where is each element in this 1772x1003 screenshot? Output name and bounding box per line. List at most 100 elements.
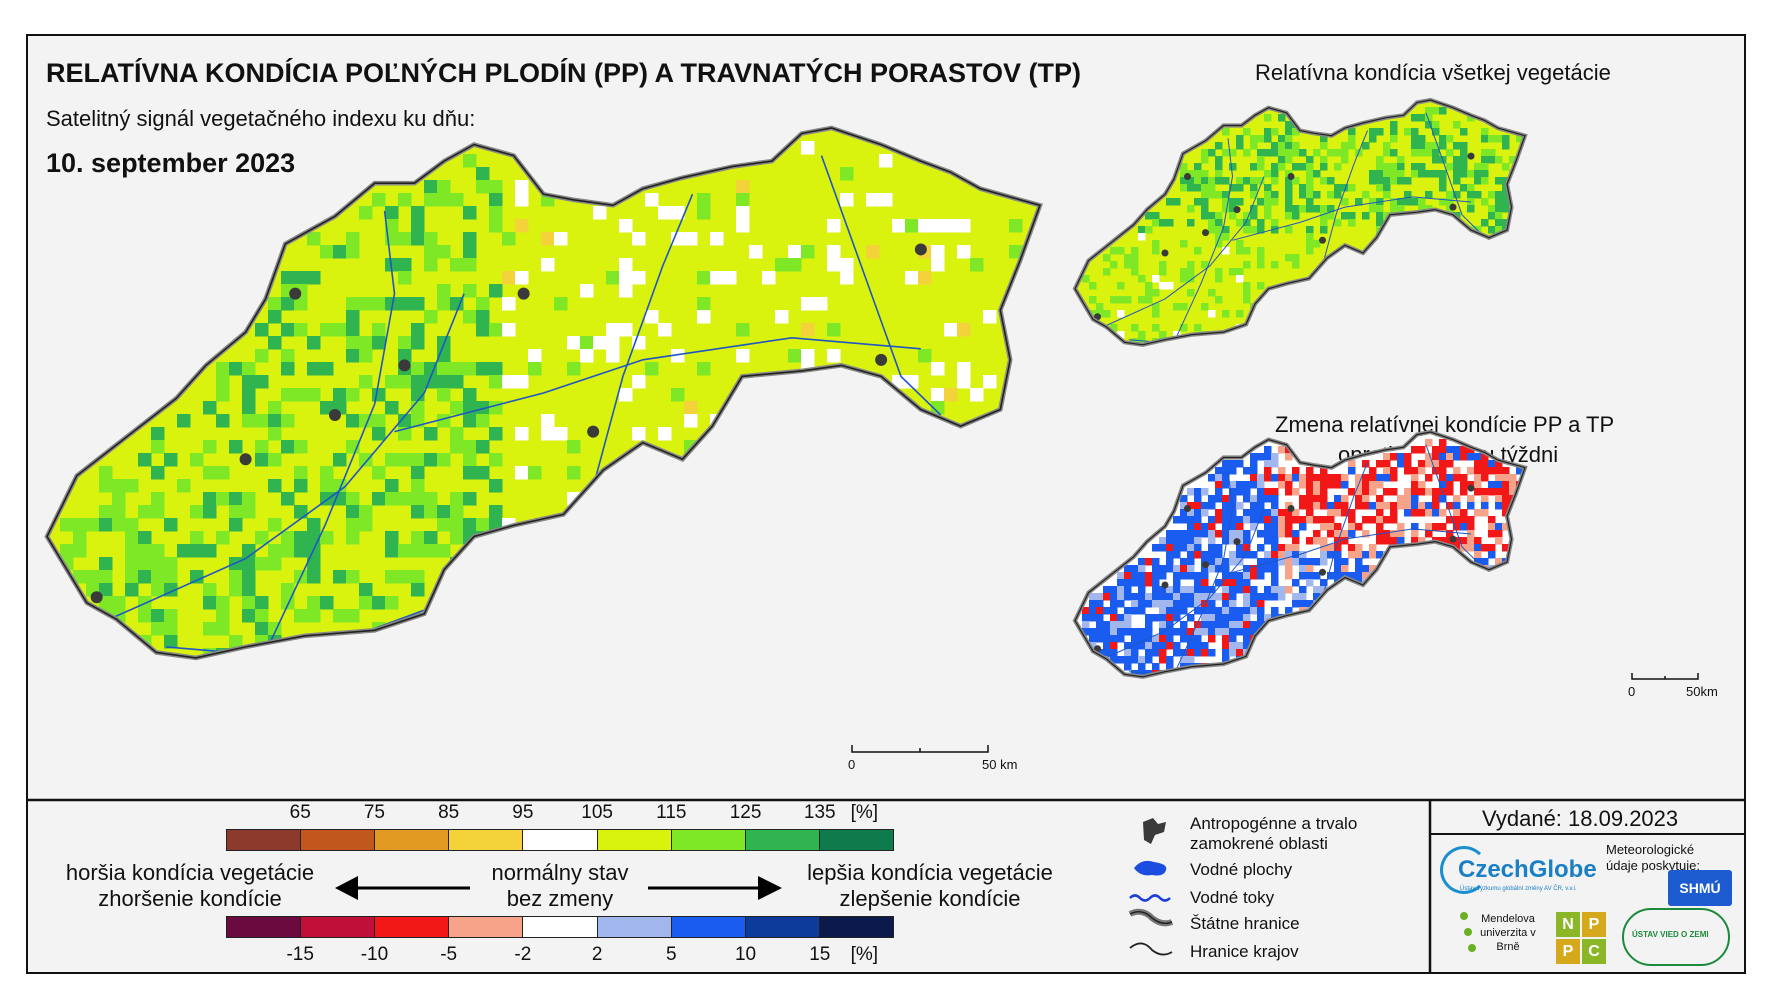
urban-area <box>636 508 649 521</box>
meteo-provider-text: Meteorologické údaje poskytuje: <box>1606 842 1700 873</box>
condition-swatch <box>671 830 746 850</box>
river-line <box>820 155 942 416</box>
condition-tick-label: 105 <box>581 802 613 823</box>
change-tick-label: 5 <box>666 944 677 965</box>
uvz-logo: ÚSTAV VIED O ZEMI <box>1622 908 1730 966</box>
river-icon <box>1129 894 1171 902</box>
observation-date: 10. september 2023 <box>46 148 296 178</box>
river-line <box>96 293 465 626</box>
urban-area <box>90 591 103 604</box>
urban-area <box>1341 275 1349 282</box>
czechglobe-logo: CzechGlobe Ústav výzkumu globální změny … <box>1440 840 1600 900</box>
river-line <box>1322 130 1368 266</box>
main-scale-zero: 0 <box>848 757 856 772</box>
river-line <box>1173 470 1234 675</box>
urban-area <box>1233 538 1241 546</box>
river-line <box>1425 112 1481 233</box>
side-scale-zero: 0 <box>1628 684 1636 699</box>
urban-area <box>1233 206 1241 214</box>
urban-area <box>289 287 302 300</box>
urban-area <box>1319 568 1326 576</box>
all-vegetation-map <box>1072 97 1528 347</box>
region-border-icon <box>1129 942 1173 956</box>
main-scale-label: 50 km <box>982 757 1018 772</box>
urban-area <box>875 353 888 366</box>
urban-area <box>239 453 252 466</box>
worse-label: horšia kondícia vegetácie zhoršenie kondí… <box>65 860 315 911</box>
condition-swatch <box>523 830 598 850</box>
legend-water-label: Vodné plochy <box>1190 860 1293 879</box>
change-tick-label: -2 <box>514 944 532 965</box>
urban-area <box>1202 561 1209 569</box>
better-arrow-icon <box>648 876 782 900</box>
urban-area <box>587 425 600 438</box>
condition-tick-label: 75 <box>363 802 386 823</box>
condition-tick-label: 115 <box>656 802 687 823</box>
legend-urban-label: Antropogénne a trvalo zamokrené oblasti <box>1190 814 1358 853</box>
condition-swatch <box>745 830 820 850</box>
urban-area <box>1467 484 1475 492</box>
change-swatch <box>745 917 820 937</box>
page-subtitle: Satelitný signál vegetačného indexu ku d… <box>46 106 476 131</box>
urban-area <box>1395 224 1403 231</box>
urban-area <box>1467 152 1475 160</box>
river-line <box>1322 462 1368 598</box>
change-tick-label: [%] <box>850 944 879 965</box>
urban-area <box>1449 203 1457 211</box>
urban-area <box>517 287 530 300</box>
change-tick-label: 10 <box>734 944 757 965</box>
urban-area <box>1161 249 1169 257</box>
urban-area <box>1161 581 1169 589</box>
change-swatch <box>819 917 893 937</box>
urban-area <box>1184 173 1191 180</box>
river-line <box>264 210 396 653</box>
nppc-logo: N P P C <box>1556 912 1606 964</box>
main-scale-bar <box>851 745 989 753</box>
river-line <box>1232 528 1472 573</box>
urban-area <box>755 398 768 410</box>
urban-area <box>914 243 927 256</box>
river-line <box>1173 138 1234 343</box>
change-tick-label: -15 <box>286 944 314 965</box>
side-scale-label: 50km <box>1686 684 1718 699</box>
side-scale-bar <box>1631 673 1699 680</box>
river-line <box>592 193 694 488</box>
side-map-top-title: Relatívna kondícia všetkej vegetácie <box>1255 60 1611 85</box>
change-swatch <box>301 917 376 937</box>
change-swatch <box>671 917 746 937</box>
condition-tick-label: 135 <box>803 802 836 823</box>
change-swatch <box>449 917 524 937</box>
issued-date: Vydané: 18.09.2023 <box>1482 806 1679 831</box>
river-line <box>1097 508 1265 662</box>
river-line <box>1232 196 1472 241</box>
change-swatch <box>227 917 302 937</box>
condition-tick-label: 65 <box>289 802 311 823</box>
condition-swatch <box>227 830 302 850</box>
condition-swatch <box>819 830 893 850</box>
condition-tick-label: 95 <box>512 802 534 823</box>
change-colorbar <box>226 916 894 938</box>
condition-swatch <box>597 830 672 850</box>
water-body-icon <box>1134 860 1167 876</box>
condition-tick-label: 85 <box>438 802 460 823</box>
page-title: RELATÍVNA KONDÍCIA POĽNÝCH PLODÍN (PP) A… <box>46 58 1082 88</box>
urban-area <box>1184 505 1191 512</box>
change-tick-label: 2 <box>591 944 603 965</box>
urban-area-icon <box>1143 818 1166 844</box>
river-line <box>394 336 921 433</box>
urban-area <box>1287 505 1295 512</box>
change-tick-label: -5 <box>440 944 458 965</box>
condition-tick-label: [%] <box>850 802 879 823</box>
change-swatch <box>523 917 598 937</box>
urban-area <box>1341 607 1349 614</box>
side-map-bottom-title-1: Zmena relatívnej kondície PP a TP <box>1275 412 1615 437</box>
river-line <box>1425 444 1481 565</box>
condition-colorbar <box>226 829 894 851</box>
normal-label: normálny stav bez zmeny <box>491 860 629 911</box>
worse-arrow-icon <box>335 876 470 900</box>
river-line <box>1097 176 1265 330</box>
weekly-change-map <box>1072 429 1528 679</box>
legend-region-border-label: Hranice krajov <box>1190 942 1299 961</box>
legend-river-label: Vodné toky <box>1190 888 1275 907</box>
